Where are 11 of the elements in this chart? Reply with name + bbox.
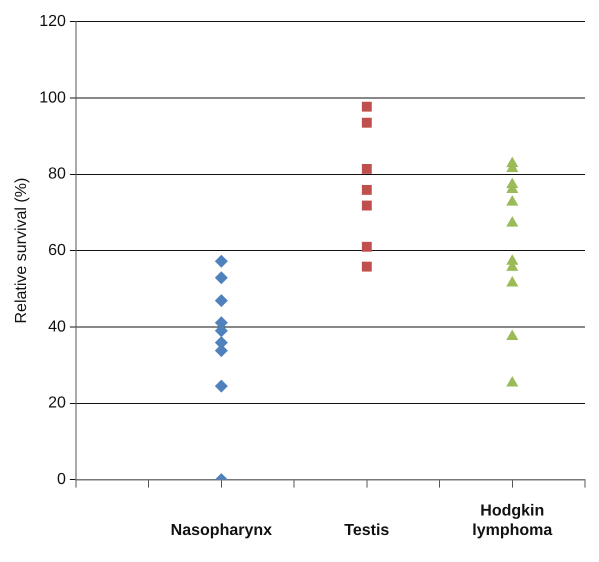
x-tick-label: Nasopharynx bbox=[170, 522, 272, 539]
y-tick-label: 40 bbox=[48, 318, 66, 336]
y-axis-title: Relative survival (%) bbox=[13, 178, 30, 324]
y-tick-label: 80 bbox=[48, 166, 66, 183]
x-tick-label: Testis bbox=[344, 522, 390, 539]
y-tick-label: 0 bbox=[56, 471, 66, 488]
y-tick-label: 20 bbox=[48, 394, 66, 412]
x-tick-label: Hodgkin lymphoma bbox=[472, 502, 552, 539]
y-tick-label: 100 bbox=[39, 89, 66, 106]
y-tick-label: 60 bbox=[48, 242, 66, 260]
y-tick-label: 120 bbox=[39, 13, 66, 30]
